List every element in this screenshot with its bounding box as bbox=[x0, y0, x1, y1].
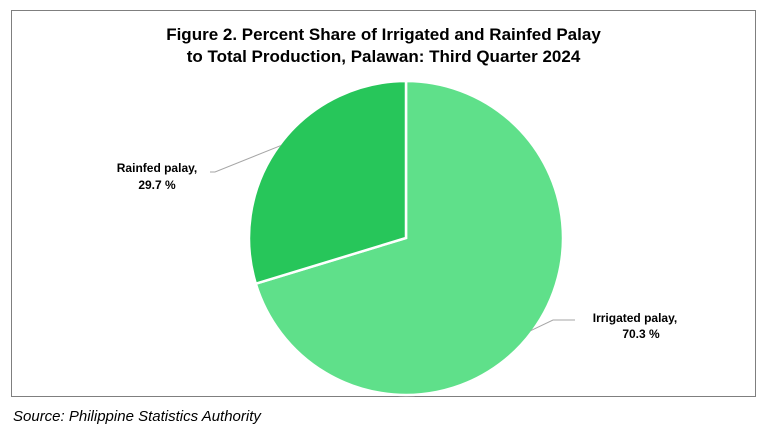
rainfed-palay-label: Rainfed palay, bbox=[117, 161, 197, 175]
leader-lines bbox=[210, 144, 575, 331]
rainfed-palay-slice-leader-line bbox=[210, 144, 282, 173]
rainfed-palay-slice bbox=[247, 79, 408, 286]
chart-title-line-2: to Total Production, Palawan: Third Quar… bbox=[186, 47, 581, 66]
irrigated-palay-value-label: 70.3 % bbox=[622, 327, 660, 341]
pie-slices bbox=[247, 79, 565, 397]
irrigated-palay-slice-leader-line bbox=[530, 319, 575, 331]
irrigated-palay-label: Irrigated palay, bbox=[593, 311, 677, 325]
irrigated-palay-slice bbox=[254, 79, 565, 397]
chart-title-line-1: Figure 2. Percent Share of Irrigated and… bbox=[166, 25, 601, 44]
chart-title: Figure 2. Percent Share of Irrigated and… bbox=[12, 24, 755, 68]
rainfed-palay-value-label: 29.7 % bbox=[138, 178, 176, 192]
source-note: Source: Philippine Statistics Authority bbox=[13, 408, 261, 425]
